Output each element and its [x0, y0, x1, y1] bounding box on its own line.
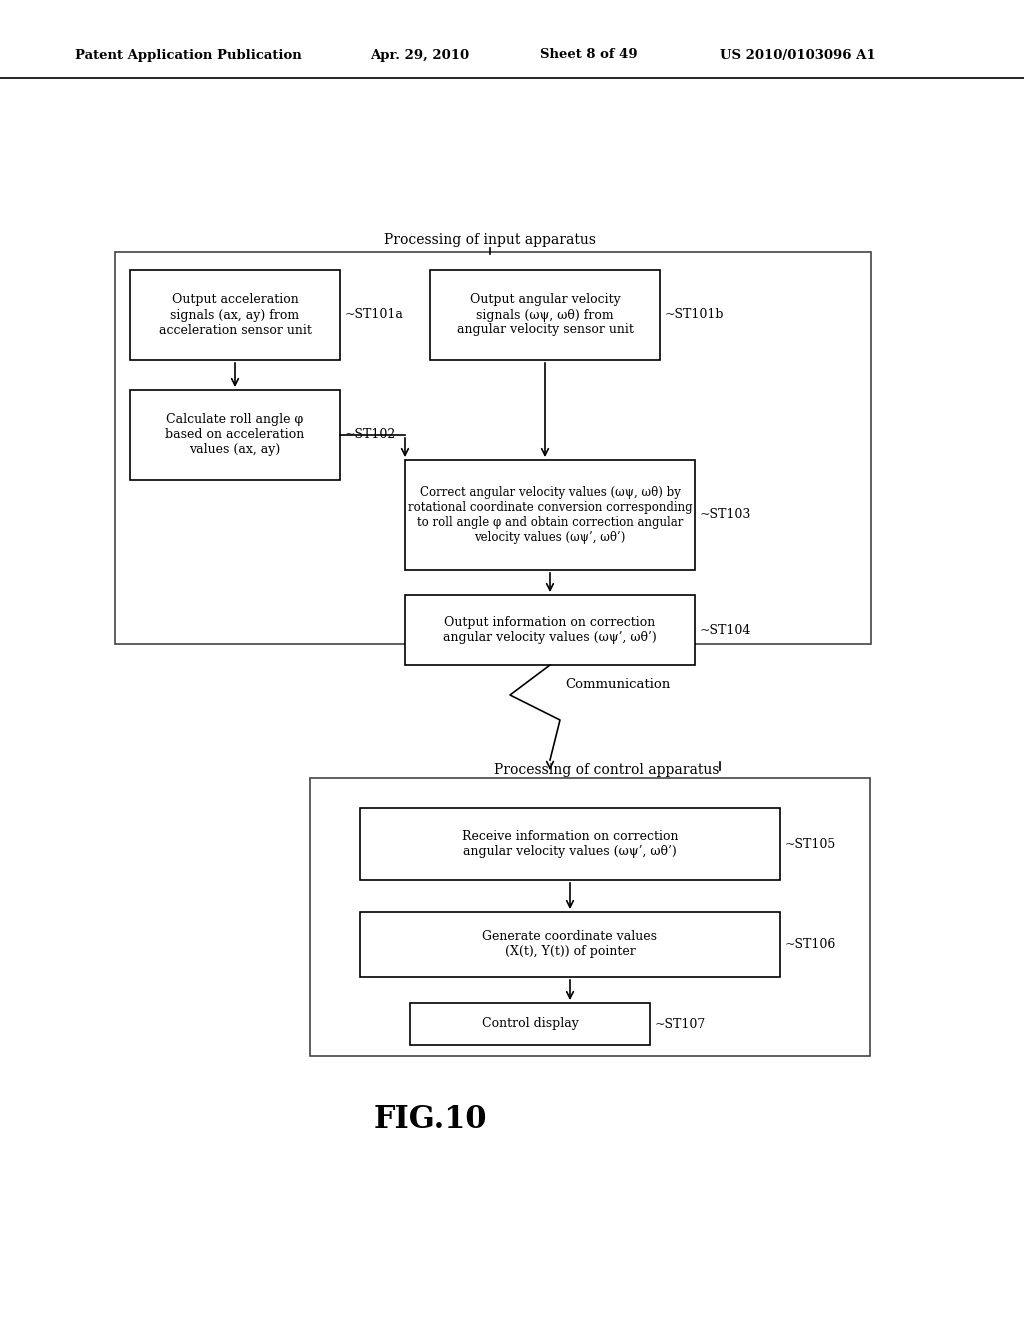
Text: FIG.10: FIG.10: [374, 1105, 486, 1135]
Text: Output information on correction
angular velocity values (ωψ’, ωθ’): Output information on correction angular…: [443, 616, 656, 644]
Text: ~ST104: ~ST104: [700, 623, 752, 636]
Text: Processing of input apparatus: Processing of input apparatus: [384, 234, 596, 247]
Text: Correct angular velocity values (ωψ, ωθ) by
rotational coordinate conversion cor: Correct angular velocity values (ωψ, ωθ)…: [408, 486, 692, 544]
Text: ~ST103: ~ST103: [700, 508, 752, 521]
Bar: [406, 595, 695, 665]
Text: Control display: Control display: [481, 1018, 579, 1031]
Text: Communication: Communication: [565, 678, 671, 692]
Text: US 2010/0103096 A1: US 2010/0103096 A1: [720, 49, 876, 62]
Bar: [360, 808, 780, 880]
Text: Processing of control apparatus: Processing of control apparatus: [495, 763, 720, 777]
Bar: [406, 459, 695, 570]
Text: Receive information on correction
angular velocity values (ωψ’, ωθ’): Receive information on correction angula…: [462, 830, 678, 858]
Bar: [130, 271, 340, 360]
Text: Apr. 29, 2010: Apr. 29, 2010: [370, 49, 469, 62]
Bar: [130, 389, 340, 480]
Bar: [360, 912, 780, 977]
Text: ~ST105: ~ST105: [785, 837, 837, 850]
Text: Patent Application Publication: Patent Application Publication: [75, 49, 302, 62]
Bar: [410, 1003, 650, 1045]
Text: Calculate roll angle φ
based on acceleration
values (ax, ay): Calculate roll angle φ based on accelera…: [165, 413, 304, 457]
Text: ~ST101b: ~ST101b: [665, 309, 725, 322]
Text: ~ST101a: ~ST101a: [345, 309, 403, 322]
Bar: [430, 271, 660, 360]
Text: ~ST106: ~ST106: [785, 939, 837, 950]
Text: Generate coordinate values
(X(t), Y(t)) of pointer: Generate coordinate values (X(t), Y(t)) …: [482, 931, 657, 958]
Text: Sheet 8 of 49: Sheet 8 of 49: [540, 49, 638, 62]
Text: ~ST107: ~ST107: [655, 1018, 707, 1031]
Text: Output acceleration
signals (ax, ay) from
acceleration sensor unit: Output acceleration signals (ax, ay) fro…: [159, 293, 311, 337]
Text: ~ST102: ~ST102: [345, 429, 396, 441]
Text: Output angular velocity
signals (ωψ, ωθ) from
angular velocity sensor unit: Output angular velocity signals (ωψ, ωθ)…: [457, 293, 634, 337]
Bar: [310, 777, 870, 1056]
Bar: [115, 252, 871, 644]
